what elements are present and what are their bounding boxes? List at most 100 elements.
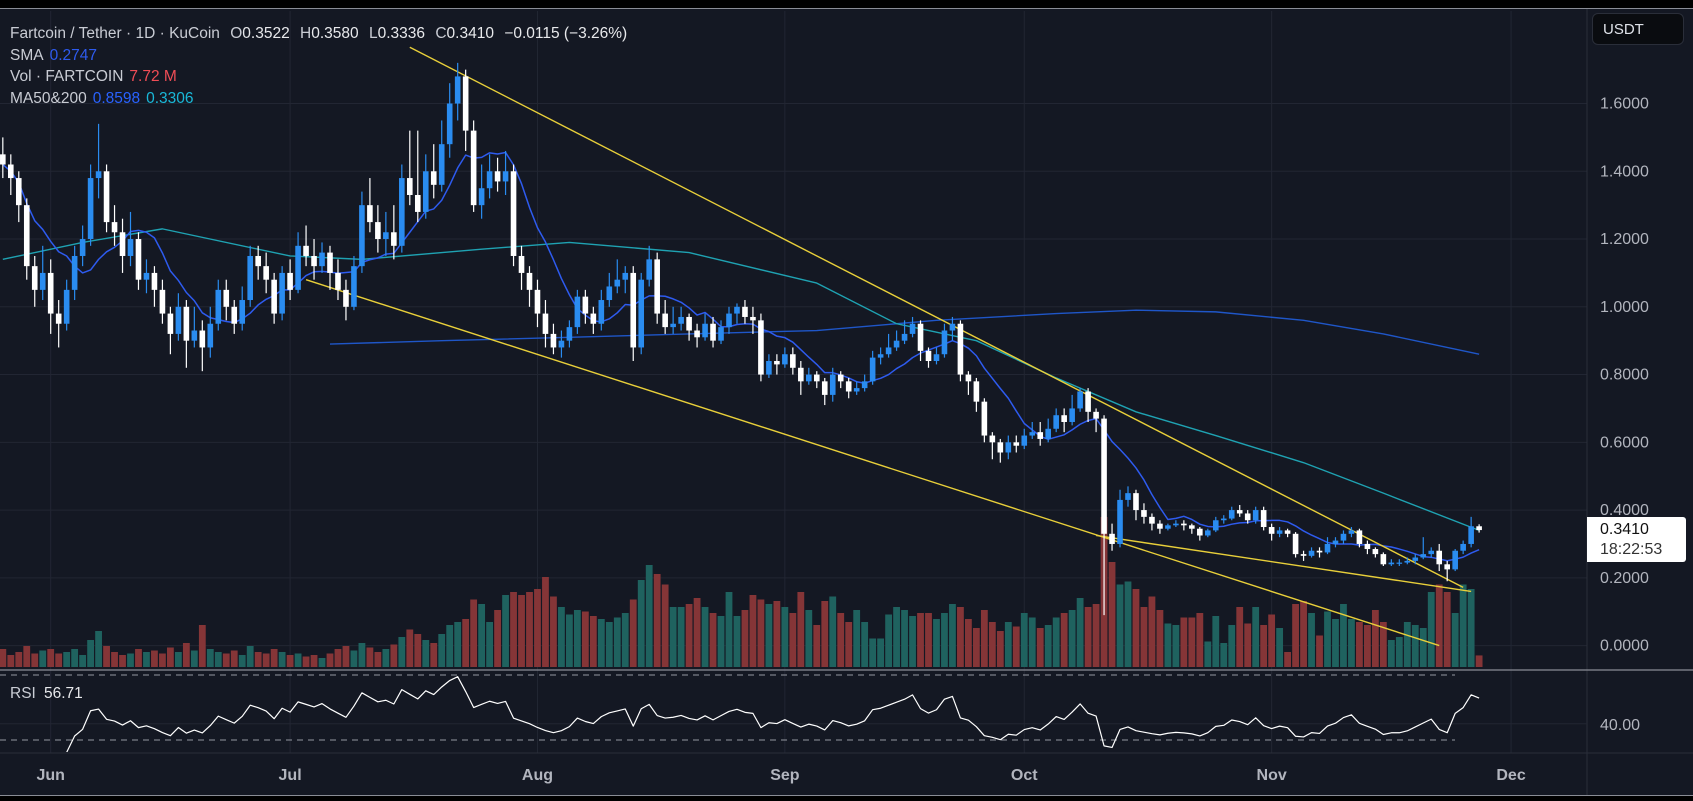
candle — [1045, 418, 1051, 443]
volume-bar — [1356, 622, 1363, 667]
candle-body — [774, 361, 780, 365]
volume-bar — [573, 610, 581, 667]
candle — [151, 266, 158, 307]
volume-bar — [15, 652, 23, 667]
candle — [901, 320, 908, 345]
candle — [965, 371, 972, 395]
volume-bar — [757, 599, 765, 667]
volume-bar — [1364, 625, 1371, 667]
bar-countdown: 18:22:53 — [1600, 541, 1663, 558]
candle-body — [1149, 516, 1155, 524]
ma-row[interactable]: MA50&200 0.8598 0.3306 — [10, 88, 627, 110]
price-chart[interactable]: 0.0000 0.2000 0.4000 0.6000 0.8000 1.0000 1.20… — [0, 9, 1693, 795]
candle — [941, 323, 948, 358]
volume-series — [0, 517, 1483, 667]
candle-body — [375, 222, 381, 240]
candle — [1380, 552, 1387, 566]
volume-bar — [358, 643, 366, 667]
candle — [1300, 550, 1307, 561]
volume-bar — [1419, 628, 1427, 667]
volume-bar — [1451, 613, 1459, 667]
candle — [215, 279, 222, 331]
volume-bar — [1052, 617, 1060, 667]
candle-body — [1260, 510, 1267, 528]
candle — [829, 367, 836, 402]
candle-body — [885, 347, 892, 355]
volume-bar — [143, 652, 150, 667]
candle — [566, 320, 573, 348]
candle-body — [606, 286, 613, 301]
volume-bar — [342, 646, 350, 667]
candle-body — [1324, 543, 1331, 553]
candle — [1468, 516, 1474, 548]
candle-body — [1205, 530, 1211, 536]
sma-row[interactable]: SMA 0.2747 — [10, 45, 627, 67]
candle — [1428, 547, 1435, 558]
candle-body — [151, 272, 158, 290]
volume-bar — [1316, 635, 1323, 667]
candle — [1101, 415, 1107, 616]
volume-bar — [749, 595, 757, 667]
volume-bar — [996, 631, 1004, 667]
candle — [861, 374, 868, 392]
candle-body — [877, 354, 884, 358]
candle — [1316, 547, 1323, 558]
trendline — [409, 46, 1464, 588]
candle-body — [47, 272, 54, 314]
candle-body — [630, 272, 637, 348]
candle-body — [71, 255, 78, 290]
candle — [1093, 408, 1099, 433]
low-label: L — [368, 25, 378, 42]
volume-bar — [869, 638, 877, 667]
candle — [686, 313, 692, 341]
candle-body — [1460, 543, 1466, 551]
candle — [119, 218, 126, 273]
candle-body — [63, 289, 70, 324]
candle — [821, 377, 828, 406]
candle — [1452, 549, 1458, 572]
candle-body — [1045, 428, 1051, 439]
candle-body — [1380, 554, 1387, 565]
candle-body — [1252, 510, 1259, 521]
candle-body — [1141, 510, 1147, 517]
candle — [55, 300, 62, 348]
volume-bar — [1076, 598, 1084, 667]
volume-bar — [246, 646, 254, 667]
volume-bar — [422, 640, 430, 667]
volume-bar — [605, 622, 613, 667]
candle — [47, 259, 54, 334]
volume-bar — [534, 589, 541, 667]
volume-bar — [174, 652, 182, 667]
chart-legend: Fartcoin / Tether · 1D · KuCoin O0.3522 … — [10, 23, 627, 109]
trendline — [305, 279, 1440, 647]
candle — [646, 245, 652, 287]
ma200-value: 0.8598 — [92, 89, 141, 107]
volume-bar — [805, 610, 813, 667]
candle-body — [351, 266, 357, 307]
candle-body — [518, 255, 525, 273]
candle — [143, 259, 150, 294]
candle-body — [1005, 442, 1012, 453]
candle — [111, 205, 118, 246]
volume-bar — [1260, 625, 1268, 667]
candle-body — [837, 374, 844, 382]
candle — [574, 289, 581, 334]
currency-button[interactable]: USDT — [1592, 13, 1684, 45]
candle-body — [678, 316, 684, 324]
symbol-title[interactable]: Fartcoin / Tether · 1D · KuCoin — [10, 25, 220, 42]
time-tick-label: Jun — [36, 767, 64, 784]
candle-body — [646, 259, 652, 280]
candle-body — [1197, 528, 1203, 536]
candle-body — [790, 354, 796, 368]
candle — [893, 330, 900, 351]
candle-body — [422, 171, 429, 212]
candle-body — [1189, 525, 1195, 529]
volume-bar — [965, 619, 972, 667]
volume-bar — [1387, 640, 1395, 667]
candle-body — [813, 374, 820, 382]
candle — [877, 347, 884, 365]
candle-body — [845, 381, 852, 392]
volume-row[interactable]: Vol · FARTCOIN 7.72 M — [10, 66, 627, 88]
candle-body — [39, 272, 46, 290]
candle-body — [1181, 523, 1187, 526]
